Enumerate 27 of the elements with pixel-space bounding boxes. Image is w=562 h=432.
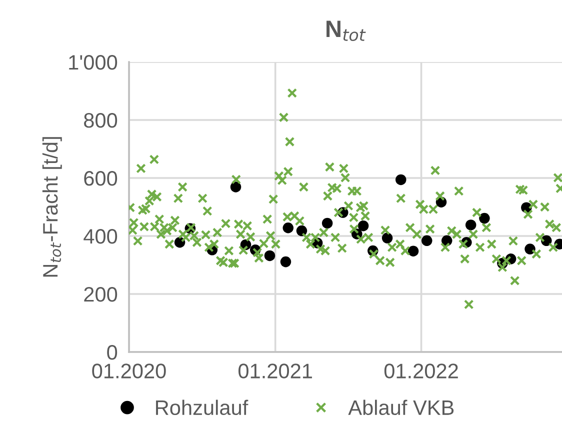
y-tick-label: 0: [107, 345, 118, 360]
x-tick-label: 01.2021: [238, 364, 312, 378]
point: [421, 235, 432, 246]
point: [230, 182, 242, 192]
y-tick-label: 800: [84, 113, 118, 128]
point: [358, 220, 369, 232]
y-tick-label: 1'000: [69, 55, 118, 70]
point: [524, 244, 536, 254]
point: [479, 212, 490, 224]
legend-label: Ablauf VKB: [348, 400, 454, 416]
chart-title: N$_{tot}$: [326, 20, 366, 42]
point: [264, 250, 276, 262]
y-axis-title: N$_{tot}$-Fracht [t/d]: [42, 137, 62, 277]
legend-label: Rohzulauf: [156, 400, 248, 416]
y-tick-label: 200: [84, 287, 118, 302]
x-tick-label: 01.2020: [92, 364, 166, 378]
point: [280, 256, 292, 268]
x-tick-label: 01.2022: [384, 364, 458, 378]
y-tick-label: 400: [84, 229, 118, 244]
point: [282, 222, 294, 234]
point: [322, 218, 333, 229]
point: [395, 174, 406, 186]
point: [465, 220, 476, 230]
point: [382, 232, 393, 244]
point: [408, 246, 419, 256]
point: [296, 225, 308, 236]
y-tick-label: 600: [84, 171, 118, 186]
